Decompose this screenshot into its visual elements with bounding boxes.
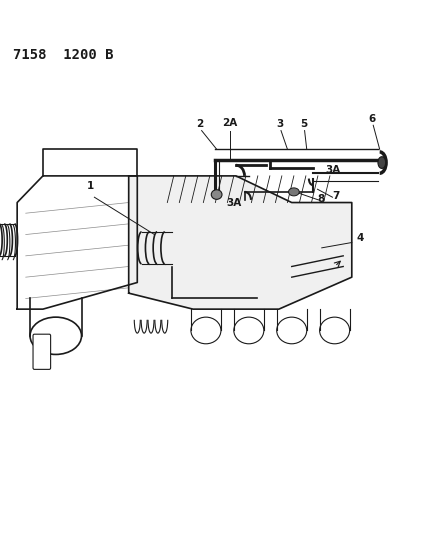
Text: 1: 1 [87,181,94,191]
Text: 3A: 3A [226,198,242,208]
Text: 3: 3 [276,119,283,129]
Text: 5: 5 [300,119,307,129]
Text: 3A: 3A [325,165,340,175]
Ellipse shape [378,157,386,168]
Ellipse shape [211,190,222,199]
Text: 7158  1200 B: 7158 1200 B [13,48,113,62]
Text: 2: 2 [196,119,203,129]
Text: 4: 4 [357,233,364,244]
Text: 8: 8 [317,194,324,204]
Text: 6: 6 [369,114,376,124]
FancyBboxPatch shape [33,334,51,369]
Ellipse shape [288,188,299,196]
Polygon shape [129,176,352,309]
Text: 7: 7 [332,191,340,201]
Text: 2A: 2A [222,118,237,128]
